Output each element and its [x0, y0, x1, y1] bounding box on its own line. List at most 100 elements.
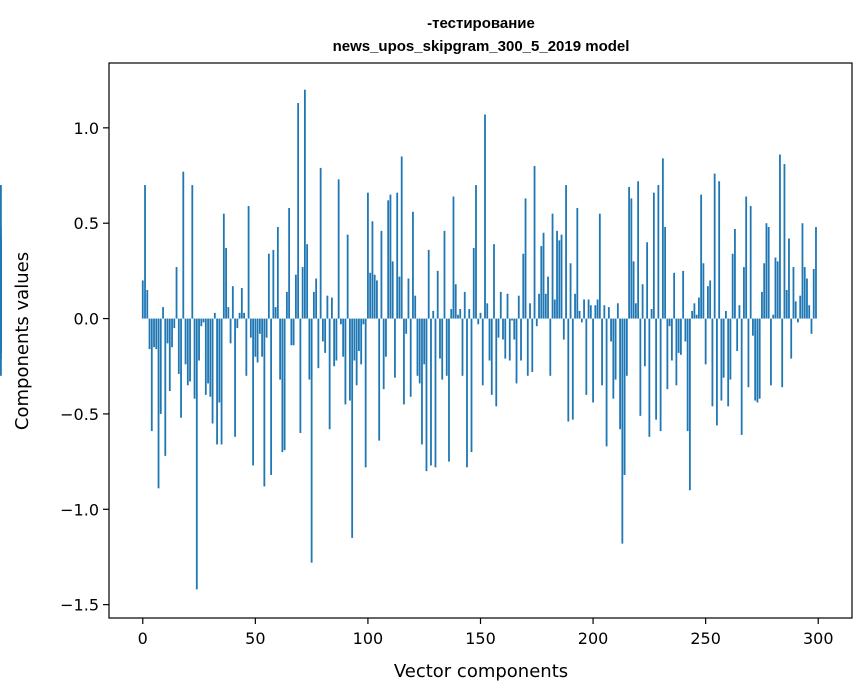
bar-59	[274, 307, 277, 319]
bar-219	[634, 303, 637, 319]
bar-31	[211, 318, 214, 424]
bar-122	[416, 318, 419, 376]
bar-181	[549, 318, 552, 376]
bar-247	[698, 297, 700, 319]
bar-251	[707, 286, 709, 319]
bar-156	[493, 244, 495, 319]
bar-20	[186, 318, 189, 386]
bar-299	[815, 227, 817, 319]
bar-290	[794, 301, 797, 319]
bar-3	[148, 318, 151, 350]
bar-255	[716, 318, 718, 426]
bar-257	[720, 318, 723, 401]
bar-133	[441, 318, 444, 380]
bar-248	[700, 194, 703, 319]
bar-202	[596, 299, 599, 319]
bar-21	[189, 318, 191, 382]
bar-214	[623, 318, 626, 475]
bar-52	[258, 318, 261, 334]
bar-272	[754, 318, 757, 401]
bar-159	[499, 291, 502, 319]
bar-160	[502, 318, 504, 340]
bar-280	[772, 314, 775, 319]
bar-105	[378, 318, 381, 441]
bar-68	[294, 274, 297, 319]
bar-269	[747, 318, 750, 388]
bar-102	[371, 221, 374, 319]
bar-101	[369, 272, 372, 319]
bar-144	[466, 318, 468, 468]
bar-221	[639, 318, 642, 416]
bar-9	[162, 307, 164, 319]
bar-140	[457, 314, 459, 319]
bar-262	[731, 253, 734, 319]
bar-54	[263, 318, 266, 487]
bar-30	[209, 318, 212, 397]
bar-281	[774, 257, 777, 319]
bar-131	[436, 270, 439, 319]
bar-274	[758, 318, 761, 399]
bar-189	[567, 318, 570, 422]
bar-103	[373, 274, 376, 319]
bar-158	[497, 318, 500, 338]
bar-57	[270, 318, 273, 475]
bar-145	[468, 309, 471, 319]
bar-109	[387, 200, 390, 319]
bar-155	[490, 318, 493, 395]
bar-127	[427, 249, 430, 319]
bar-254	[713, 173, 716, 319]
x-axis-ticks: 0 50 100 150 200 250 300	[138, 618, 834, 648]
bar-116	[403, 318, 405, 405]
bar-10	[164, 318, 167, 456]
bar-117	[405, 318, 408, 334]
bar-65	[288, 207, 291, 319]
bar-291	[797, 318, 799, 323]
bar-205	[603, 305, 606, 319]
bar-7	[157, 318, 160, 489]
y-tick-label: −0.5	[60, 405, 99, 424]
bar-55	[265, 318, 268, 338]
bar-212	[619, 318, 621, 430]
bar-190	[569, 263, 572, 319]
bar-141	[459, 309, 462, 319]
bar-277	[765, 223, 768, 319]
bar-108	[385, 318, 387, 357]
bar-234	[668, 318, 671, 327]
bar-267	[743, 267, 745, 319]
bar-235	[670, 318, 673, 361]
bar-135	[445, 318, 448, 376]
bar-157	[495, 318, 498, 407]
bar-137	[450, 309, 453, 319]
bar-98	[362, 318, 365, 325]
bar-273	[756, 318, 759, 403]
bar-41	[234, 318, 236, 437]
bar-182	[551, 213, 554, 319]
y-tick-label: −1.0	[60, 500, 99, 519]
bar-2	[146, 289, 149, 319]
bar-13	[171, 318, 173, 348]
bar-201	[594, 305, 597, 319]
bar-179	[544, 293, 547, 319]
bar-22	[191, 185, 194, 319]
bar-252	[709, 280, 712, 319]
bar-73	[306, 244, 309, 319]
bar-220	[637, 181, 640, 319]
bar-232	[664, 227, 667, 319]
bar-146	[470, 318, 473, 453]
bar-186	[560, 234, 563, 319]
bar-129	[432, 310, 435, 319]
bar-196	[583, 299, 585, 319]
bar-213	[621, 318, 624, 544]
bar-25	[198, 318, 200, 361]
bar-242	[686, 318, 689, 432]
bar-239	[679, 318, 682, 355]
bar-123	[418, 318, 421, 384]
bar-114	[398, 276, 401, 319]
bar-107	[382, 318, 385, 390]
bar-60	[276, 227, 279, 319]
bar-260	[727, 318, 730, 407]
x-tick-label: 300	[803, 629, 834, 648]
bar-18	[182, 171, 185, 319]
bar-undefined	[0, 259, 2, 319]
bar-0	[141, 280, 144, 319]
